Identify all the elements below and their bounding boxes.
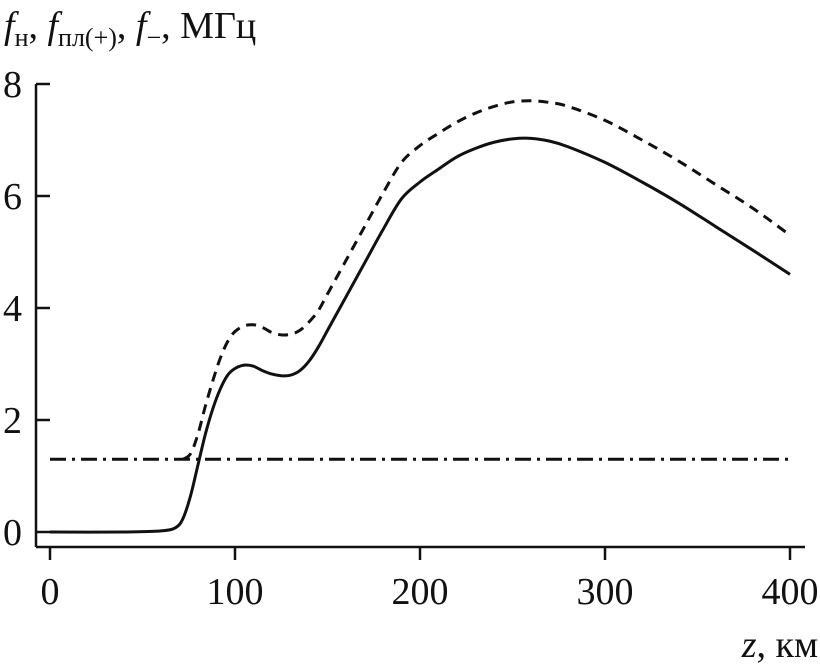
y-title-unit: , МГц [161, 5, 256, 47]
x-tick-label-4: 400 [762, 571, 819, 613]
x-tick-label-2: 200 [392, 571, 449, 613]
y-title-f1-sub: н [15, 23, 29, 52]
x-tick-label-1: 100 [207, 571, 264, 613]
y-tick-label-2: 4 [3, 288, 22, 330]
x-axis-title: z, км [741, 624, 818, 666]
x-tick-label-3: 300 [577, 571, 634, 613]
series-group [49, 99, 791, 534]
ticks [36, 82, 792, 560]
x-tick-label-0: 0 [41, 571, 60, 613]
x-title-unit: , км [756, 624, 818, 666]
y-title-sep1: , [28, 5, 47, 47]
y-tick-label-4: 8 [3, 64, 22, 106]
y-title-f3-sub: − [146, 23, 161, 52]
y-tick-label-0: 0 [3, 512, 22, 554]
y-title-f2-sub: пл(+) [58, 23, 117, 52]
series-line-solid [49, 136, 791, 534]
tick-labels: 0 2 4 6 8 0 100 200 300 400 [3, 64, 819, 613]
y-axis-title: fн, fпл(+), f−, МГц [4, 5, 256, 52]
y-tick-label-1: 2 [3, 400, 22, 442]
y-title-sep2: , [117, 5, 136, 47]
series-line-dashed [182, 99, 791, 461]
y-tick-label-3: 6 [3, 176, 22, 218]
x-title-var: z [741, 624, 757, 666]
